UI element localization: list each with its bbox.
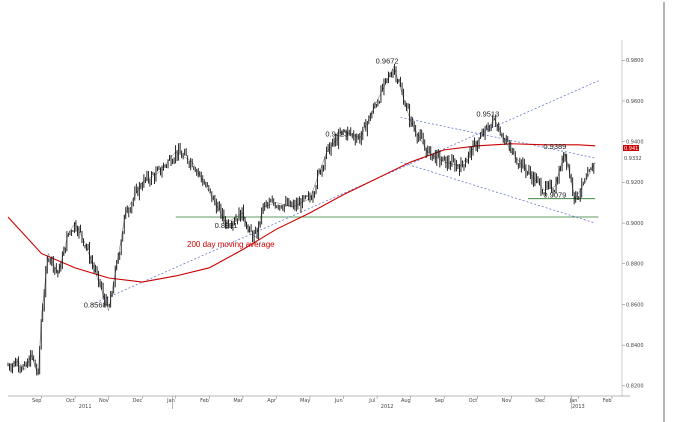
x-tick-layer: Sep Oct Nov Dec Jan Feb Mar Apr May Jun Jul Aug Sep O… [32, 396, 613, 410]
y-tick-label: 0.9200 [626, 180, 644, 186]
trendline [400, 161, 596, 224]
x-tick-label: Apr [267, 398, 277, 404]
y-tick-layer: 0.9800 0.9600 0.9400 0.9200 0.9000 0.8800 0.86… [622, 58, 644, 390]
y-tick-label: 0.9400 [626, 140, 644, 146]
trendline [400, 116, 596, 159]
x-tick-label: Oct [66, 398, 75, 404]
price-series-layer [7, 63, 596, 376]
x-tick-label: Nov [502, 398, 512, 404]
x-tick-label: Jul [368, 398, 375, 404]
y-tick-label: 0.8200 [626, 384, 644, 390]
annotation-layer: 0.9672 0.9513 0.9423 0.9389 0.8931 0.9079 0.85… [84, 56, 567, 309]
right-value-labels: 0.9413 0.9332 [623, 145, 642, 162]
trendline-layer [91, 80, 599, 305]
price-annotation: 0.9672 [376, 56, 399, 65]
x-tick-label: Nov [99, 398, 109, 404]
x-year-label: 2012 [381, 404, 394, 410]
x-tick-label: May [300, 398, 310, 404]
x-tick-label: Oct [469, 398, 478, 404]
x-tick-label: Dec [133, 398, 143, 404]
x-tick-label: Sep [32, 398, 41, 404]
y-tick-label: 0.9600 [626, 99, 644, 105]
price-annotation: 0.9389 [543, 142, 566, 151]
x-tick-label: Feb [200, 398, 209, 404]
x-tick-label: Dec [535, 398, 545, 404]
y-tick-label: 0.8600 [626, 302, 644, 308]
ma-line [7, 143, 596, 283]
ma-current-badge [623, 145, 639, 151]
x-tick-label: Mar [233, 398, 243, 404]
moving-average-layer [7, 143, 596, 283]
trendline [91, 80, 599, 305]
price-annotation: 0.8568 [84, 301, 107, 310]
y-tick-label: 0.8400 [626, 343, 644, 349]
price-annotation: 0.8931 [215, 221, 238, 230]
x-tick-label: Jun [334, 398, 343, 404]
x-tick-label: Jan [166, 398, 175, 404]
y-tick-label: 0.9000 [626, 221, 644, 227]
x-tick-label: Aug [401, 398, 411, 404]
ma-label: 200 day moving average [187, 240, 275, 249]
price-annotation: 0.9423 [325, 130, 348, 139]
x-year-label: 2013 [572, 404, 585, 410]
x-tick-label: Feb [603, 398, 612, 404]
x-year-label: 2011 [79, 404, 92, 410]
support-line-layer [175, 198, 599, 218]
y-tick-label: 0.8800 [626, 262, 644, 268]
price-line [7, 65, 596, 376]
y-tick-label: 0.9800 [626, 58, 644, 64]
x-tick-label: Sep [435, 398, 444, 404]
price-annotation: 0.9079 [543, 191, 566, 200]
x-tick-label: Jan [569, 398, 578, 404]
ma-current-value: 0.9413 [624, 146, 642, 152]
price-current-value: 0.9332 [624, 156, 642, 162]
price-annotation: 0.9513 [476, 109, 499, 118]
